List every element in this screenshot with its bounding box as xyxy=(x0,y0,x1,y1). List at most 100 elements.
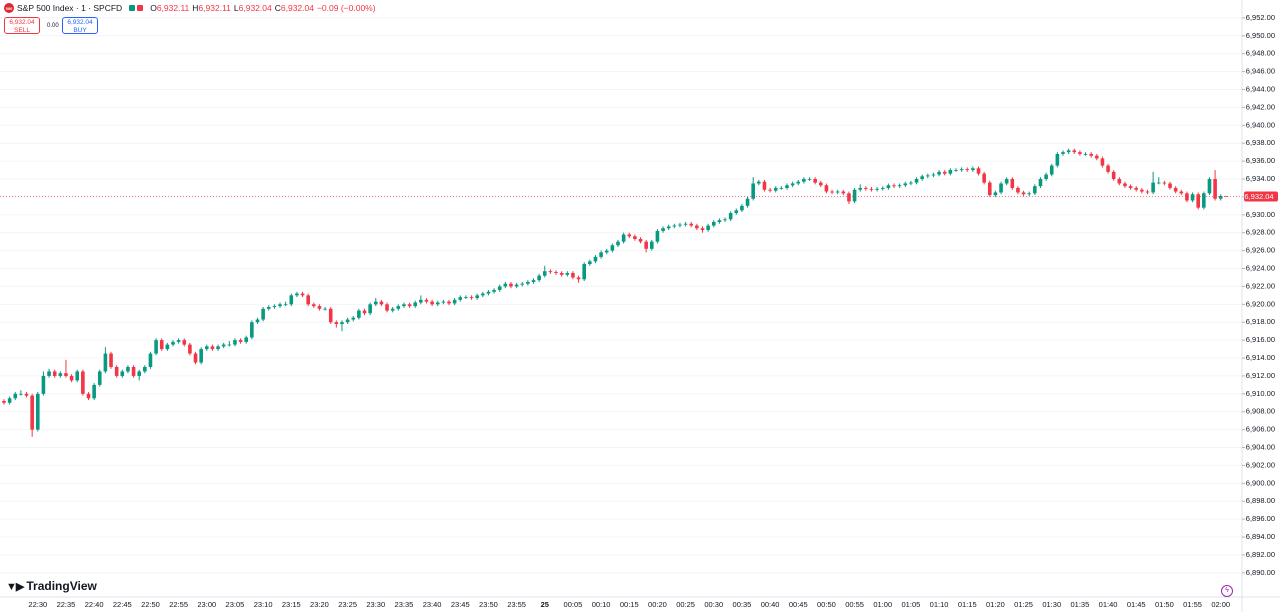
candle-body xyxy=(683,223,688,225)
x-tick-label: 23:50 xyxy=(479,600,498,609)
sell-label: SELL xyxy=(14,27,30,34)
candle-body xyxy=(604,250,609,253)
candle-body xyxy=(554,272,558,273)
change-value: −0.09 (−0.00%) xyxy=(316,3,376,13)
candle-body xyxy=(830,191,834,193)
high-value: 6,932.11 xyxy=(198,3,231,13)
candle-body xyxy=(452,299,457,304)
x-tick-label: 02:00 xyxy=(1211,600,1230,609)
candle-body xyxy=(1218,196,1223,199)
candle-body xyxy=(1027,193,1032,195)
close-label: C xyxy=(274,3,281,13)
alert-icon[interactable]: ϟ xyxy=(1221,585,1233,597)
x-tick-label: 00:05 xyxy=(564,600,583,609)
symbol-name[interactable]: S&P 500 Index · 1 · SPCFD xyxy=(17,3,123,13)
candle-body xyxy=(548,271,553,273)
candle-body xyxy=(159,340,164,350)
y-tick-label: 6,936.00 xyxy=(1246,156,1275,165)
candle-body xyxy=(283,304,288,306)
candle-body xyxy=(109,353,113,367)
candle-body xyxy=(841,191,846,194)
candle-body xyxy=(526,281,530,284)
buy-price: 6,932.04 xyxy=(67,19,93,26)
candle-body xyxy=(802,179,806,182)
candle-body xyxy=(1004,179,1009,184)
candle-body xyxy=(678,224,682,226)
last-price-tag xyxy=(1244,191,1278,202)
candle-body xyxy=(19,393,23,395)
candle-body xyxy=(1072,150,1077,153)
candle-body xyxy=(126,366,130,372)
buy-button[interactable]: 6,932.04 BUY xyxy=(62,17,98,34)
candle-body xyxy=(475,295,479,299)
x-tick-label: 23:55 xyxy=(507,600,526,609)
sell-button[interactable]: 6,932.04 SELL xyxy=(4,17,40,34)
candle-body xyxy=(1179,191,1184,194)
y-tick-label: 6,892.00 xyxy=(1246,550,1275,559)
x-tick-label: 01:40 xyxy=(1099,600,1118,609)
candle-body xyxy=(931,174,936,176)
y-tick-label: 6,928.00 xyxy=(1246,228,1275,237)
last-price-label: 6,932.04 xyxy=(1244,192,1273,201)
candle-body xyxy=(633,236,637,239)
x-tick-label: 23:45 xyxy=(451,600,470,609)
candle-body xyxy=(1151,182,1155,193)
candle-body xyxy=(312,304,316,307)
open-value: 6,932.11 xyxy=(156,3,190,13)
x-tick-label: 01:50 xyxy=(1155,600,1174,609)
candle-body xyxy=(373,301,378,305)
candle-body xyxy=(92,384,96,399)
x-tick-label: 25 xyxy=(541,600,549,609)
y-tick-label: 6,912.00 xyxy=(1246,371,1275,380)
candle-body xyxy=(1162,182,1167,184)
candle-body xyxy=(971,168,975,171)
candle-body xyxy=(959,169,964,171)
x-tick-label: 22:50 xyxy=(141,600,160,609)
candle-body xyxy=(435,302,440,305)
candle-body xyxy=(1095,155,1099,159)
candle-body xyxy=(655,230,660,242)
candle-body xyxy=(2,400,6,403)
y-tick-label: 6,942.00 xyxy=(1246,102,1275,111)
y-tick-label: 6,930.00 xyxy=(1246,210,1275,219)
x-tick-label: 00:20 xyxy=(648,600,667,609)
flag-icons[interactable] xyxy=(129,5,144,11)
candle-body xyxy=(695,225,699,229)
candle-body xyxy=(1207,179,1212,194)
y-tick-label: 6,926.00 xyxy=(1246,246,1275,255)
x-tick-label: 01:20 xyxy=(986,600,1005,609)
candle-body xyxy=(509,283,513,287)
candle-body xyxy=(458,297,463,300)
candle-body xyxy=(86,393,91,399)
candle-body xyxy=(649,241,654,249)
x-tick-label: 00:15 xyxy=(620,600,639,609)
y-tick-label: 6,910.00 xyxy=(1246,389,1275,398)
candle-body xyxy=(588,261,592,265)
logo[interactable]: ▼▶ TradingView xyxy=(6,579,97,593)
candle-body xyxy=(69,375,74,381)
candle-body xyxy=(81,371,85,394)
candle-body xyxy=(571,272,575,278)
y-tick-label: 6,952.00 xyxy=(1246,13,1275,22)
logo-text: TradingView xyxy=(26,579,97,593)
open-label: O xyxy=(150,3,157,13)
candle-body xyxy=(1083,153,1088,155)
candle-body xyxy=(576,277,581,280)
candle-body xyxy=(745,198,750,206)
candle-body xyxy=(334,322,339,325)
x-tick-label: 23:20 xyxy=(310,600,329,609)
candle-body xyxy=(1145,191,1150,193)
x-tick-label: 01:05 xyxy=(902,600,921,609)
candle-body xyxy=(1196,194,1200,208)
y-tick-label: 6,948.00 xyxy=(1246,49,1275,58)
candle-body xyxy=(1202,193,1206,208)
candle-body xyxy=(447,301,451,304)
x-tick-label: 01:45 xyxy=(1127,600,1146,609)
y-tick-label: 6,896.00 xyxy=(1246,514,1275,523)
candle-body xyxy=(909,182,913,184)
candle-body xyxy=(238,340,243,342)
candle-body xyxy=(199,349,203,363)
candle-body xyxy=(379,301,384,305)
candle-body xyxy=(621,234,626,242)
candle-body xyxy=(723,219,727,221)
